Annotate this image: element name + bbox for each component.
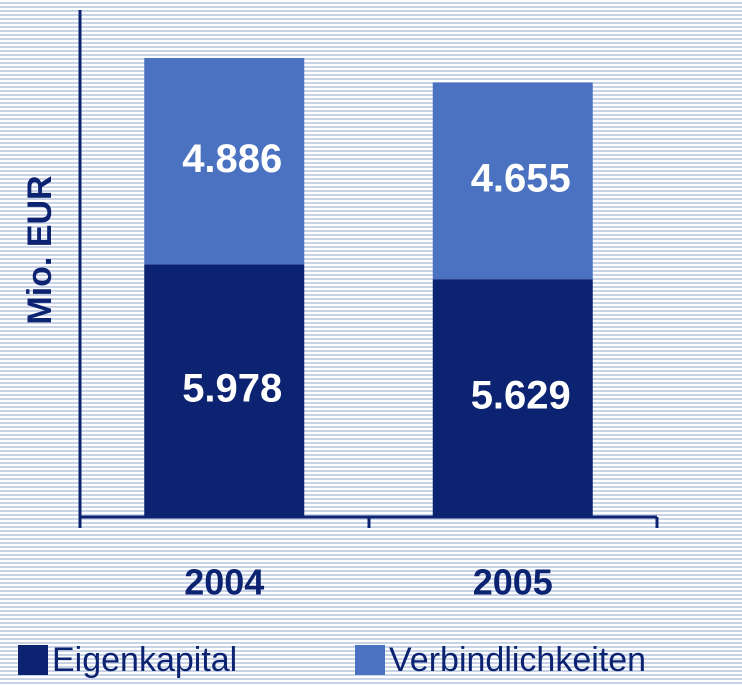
legend-label: Verbindlichkeiten [389, 641, 646, 679]
data-label: 4.886 [182, 137, 282, 181]
legend-label: Eigenkapital [52, 641, 237, 679]
bar-segment [144, 57, 305, 265]
bar-segment [432, 279, 593, 517]
y-axis-label: Mio. EUR [21, 175, 59, 324]
data-label: 5.978 [182, 366, 282, 410]
x-tick-label: 2005 [473, 562, 553, 603]
legend-swatch [355, 645, 385, 675]
legend-swatch [18, 645, 48, 675]
x-tick-label: 2004 [184, 562, 264, 603]
bar-segment [144, 264, 305, 517]
data-label: 4.655 [471, 156, 571, 200]
data-label: 5.629 [471, 374, 571, 418]
bar-segment [432, 82, 593, 280]
